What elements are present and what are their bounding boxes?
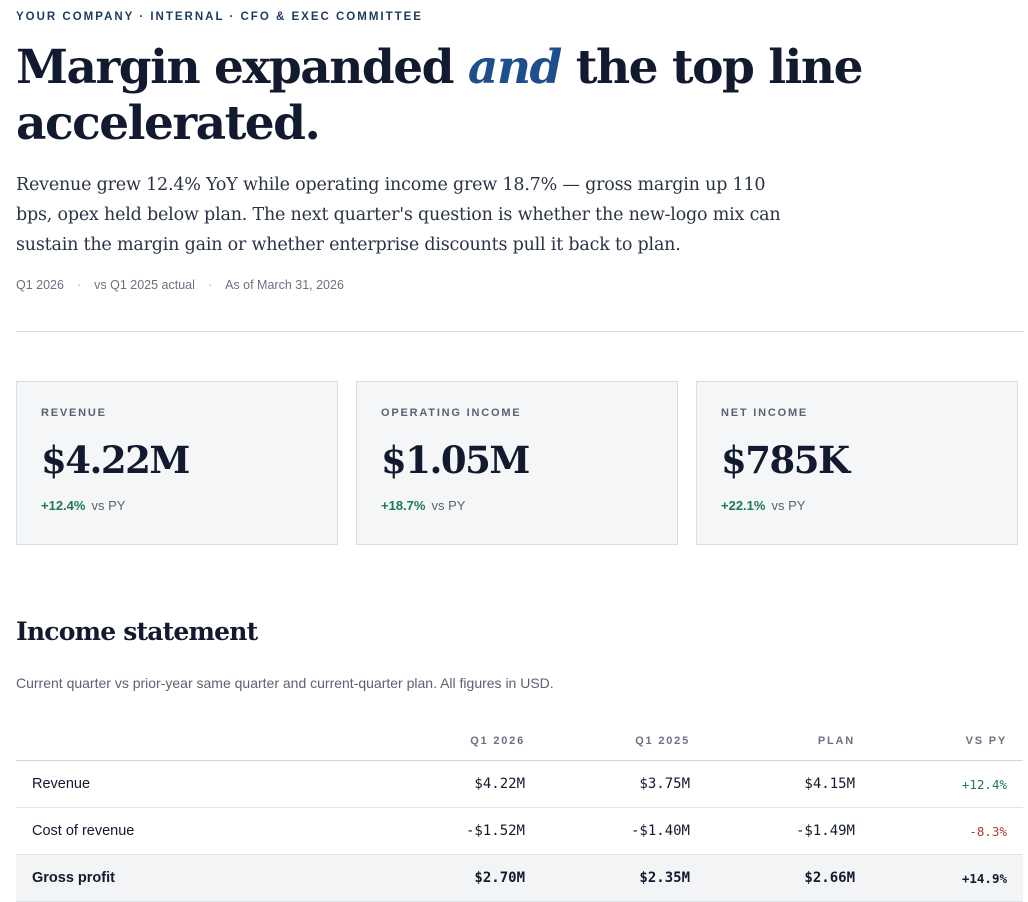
cell-current: -$1.52M: [376, 807, 541, 855]
kpi-value: $1.05M: [381, 438, 530, 482]
cell-plan: $4.15M: [706, 760, 871, 808]
kpi-delta: +12.4% vs PY: [41, 498, 313, 513]
eyebrow: YOUR COMPANY · INTERNAL · CFO & EXEC COM…: [16, 11, 423, 23]
cell-vs-py: +12.4%: [871, 760, 1023, 808]
line-item-label: Cost of revenue: [16, 807, 376, 855]
income-statement-table: Q1 2026 Q1 2025 PLAN VS PY Revenue $4.22…: [16, 722, 1023, 902]
column-header-plan: PLAN: [706, 722, 871, 761]
kpi-delta-ref: vs PY: [771, 498, 806, 513]
cell-plan: -$1.49M: [706, 807, 871, 855]
kpi-label: OPERATING INCOME: [381, 407, 522, 419]
page-title: Margin expanded and the top line acceler…: [16, 40, 916, 152]
headline-part-2: the top line accelerated.: [16, 40, 863, 151]
column-header-line-item: [16, 722, 376, 761]
kpi-delta: +22.1% vs PY: [721, 498, 993, 513]
section-subtitle: Current quarter vs prior-year same quart…: [16, 675, 554, 691]
column-header-prior: Q1 2025: [541, 722, 706, 761]
table-row: Revenue $4.22M $3.75M $4.15M +12.4%: [16, 760, 1023, 808]
section-title-income-statement: Income statement: [16, 617, 258, 646]
cell-vs-py: -8.3%: [871, 807, 1023, 855]
cell-vs-py: +14.9%: [871, 854, 1023, 902]
line-item-label: Revenue: [16, 760, 376, 808]
kpi-card-revenue: REVENUE $4.22M +12.4% vs PY: [16, 381, 338, 545]
cell-current: $4.22M: [376, 760, 541, 808]
headline-emphasis: and: [467, 40, 563, 95]
kpi-card-operating-income: OPERATING INCOME $1.05M +18.7% vs PY: [356, 381, 678, 545]
cell-prior: $3.75M: [541, 760, 706, 808]
cell-plan: $2.66M: [706, 854, 871, 902]
table-row: Cost of revenue -$1.52M -$1.40M -$1.49M …: [16, 807, 1023, 855]
cell-prior: -$1.40M: [541, 807, 706, 855]
kpi-delta: +18.7% vs PY: [381, 498, 653, 513]
kpi-label: REVENUE: [41, 407, 107, 419]
kpi-delta-ref: vs PY: [431, 498, 466, 513]
divider: [16, 331, 1024, 332]
meta-comparison: vs Q1 2025 actual: [94, 278, 195, 292]
kpi-delta-value: +12.4%: [41, 498, 86, 513]
meta-separator: ·: [76, 278, 82, 292]
kpi-label: NET INCOME: [721, 407, 809, 419]
kpi-cards: REVENUE $4.22M +12.4% vs PY OPERATING INC…: [16, 381, 1018, 545]
headline-part-1: Margin expanded: [16, 40, 468, 95]
table-header-row: Q1 2026 Q1 2025 PLAN VS PY: [16, 722, 1023, 761]
meta-separator: ·: [207, 278, 213, 292]
kpi-delta-ref: vs PY: [91, 498, 126, 513]
report-meta: Q1 2026 · vs Q1 2025 actual · As of Marc…: [16, 278, 344, 292]
kpi-card-net-income: NET INCOME $785K +22.1% vs PY: [696, 381, 1018, 545]
table-row-subtotal: Gross profit $2.70M $2.35M $2.66M +14.9%: [16, 854, 1023, 902]
meta-period: Q1 2026: [16, 278, 64, 292]
kpi-value: $4.22M: [41, 438, 190, 482]
kpi-delta-value: +22.1%: [721, 498, 766, 513]
cell-current: $2.70M: [376, 854, 541, 902]
summary-paragraph: Revenue grew 12.4% YoY while operating i…: [16, 175, 781, 255]
kpi-value: $785K: [721, 438, 850, 482]
cell-prior: $2.35M: [541, 854, 706, 902]
column-header-current: Q1 2026: [376, 722, 541, 761]
line-item-label: Gross profit: [16, 854, 376, 902]
meta-as-of: As of March 31, 2026: [225, 278, 344, 292]
column-header-vs-py: VS PY: [871, 722, 1023, 761]
kpi-delta-value: +18.7%: [381, 498, 426, 513]
